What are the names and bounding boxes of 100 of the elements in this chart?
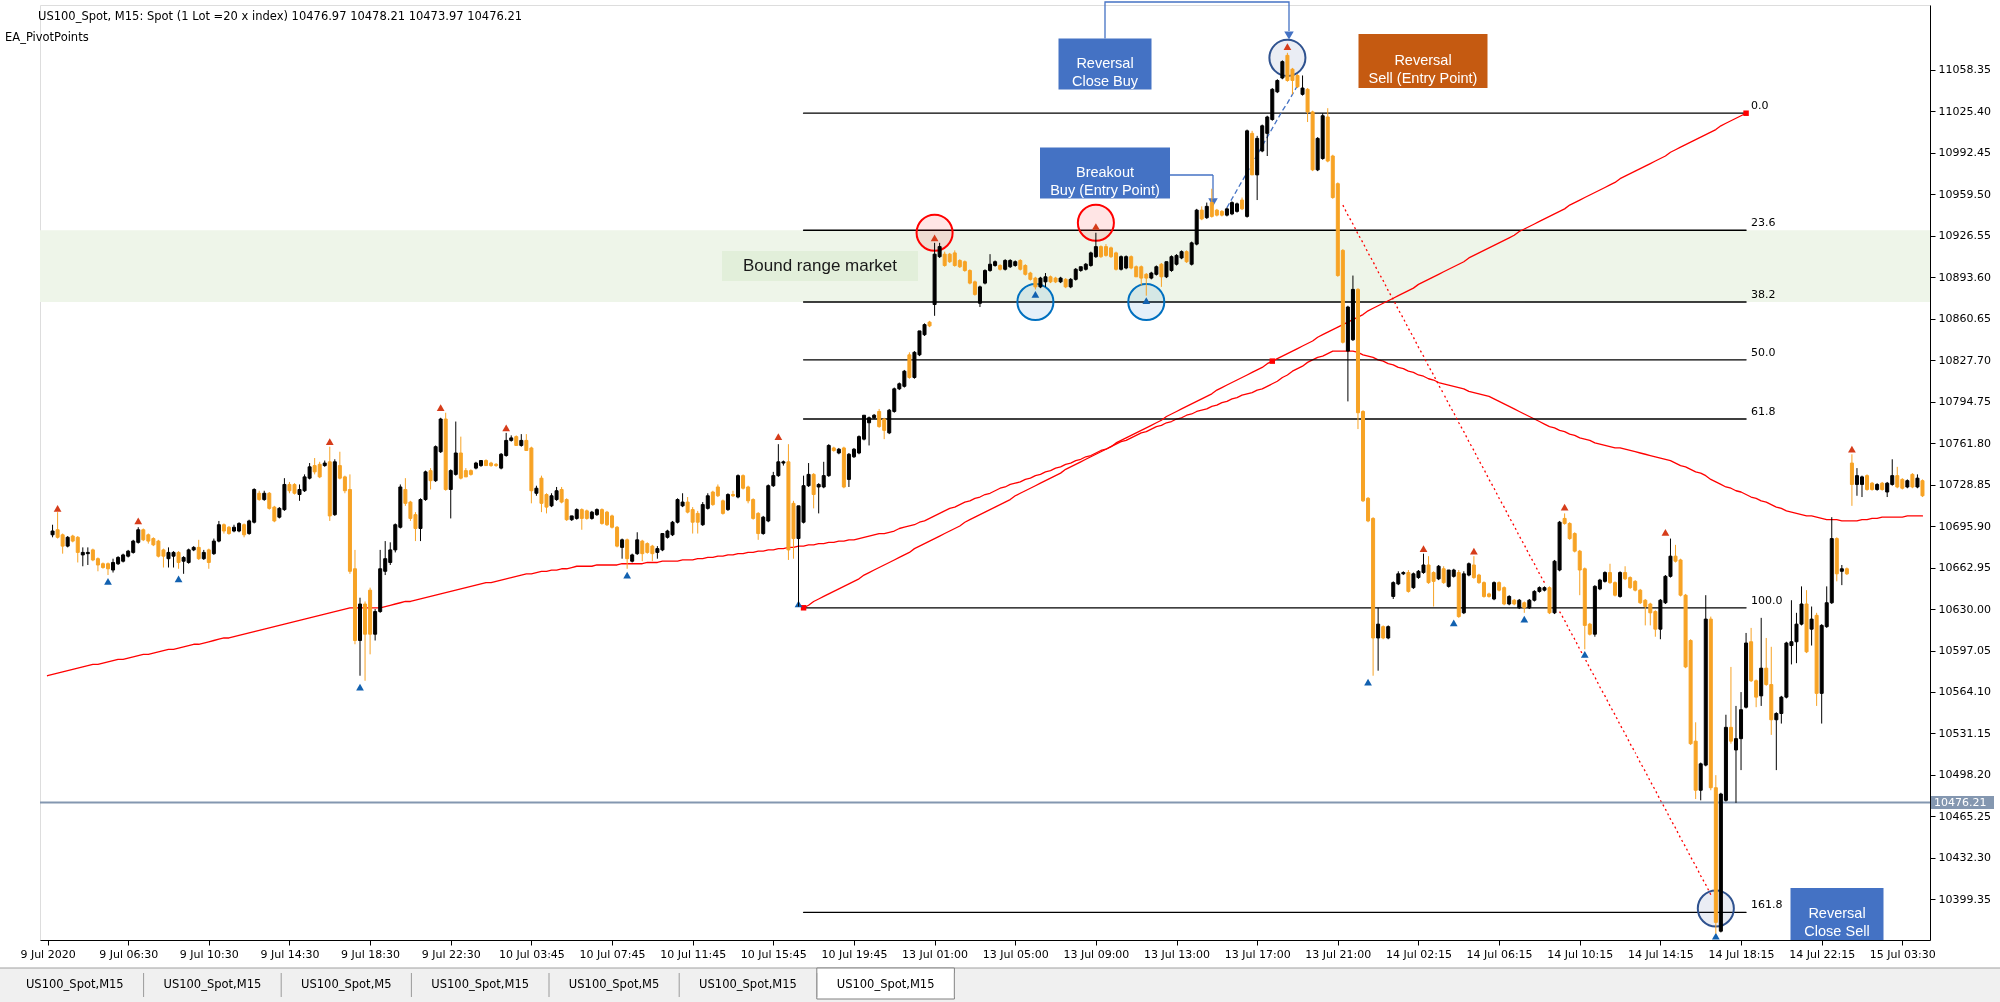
x-tick-label: 13 Jul 13:00 <box>1144 947 1211 961</box>
candlestick <box>1159 262 1164 288</box>
point <box>1449 619 1458 627</box>
point <box>1661 528 1670 536</box>
candlestick <box>1728 666 1733 745</box>
y-tick-label: 10531.15 <box>1938 726 1991 740</box>
chart-title: US100_Spot, M15: Spot (1 Lot =20 x index) 10476.97 10478.21 10473.97 10476.21 <box>38 9 523 23</box>
x-tick-label: 14 Jul 14:15 <box>1627 947 1694 961</box>
annotation: Breakout Buy (Entry Point) <box>1050 164 1160 199</box>
candlestick <box>196 539 201 561</box>
candlestick <box>1849 453 1854 507</box>
annotation: Bound range market <box>742 256 898 275</box>
x-tick-label: 13 Jul 21:00 <box>1305 947 1372 961</box>
x-tick-label: 10 Jul 11:45 <box>660 947 727 961</box>
y-tick-label: 10827.70 <box>1938 353 1991 367</box>
point <box>1142 297 1151 305</box>
candlestick <box>1406 569 1411 594</box>
text: US100_Spot,M15 <box>25 977 124 991</box>
x-tick-label: 14 Jul 22:15 <box>1789 947 1856 961</box>
y-tick-label: 10498.20 <box>1938 768 1991 782</box>
y-tick-label: 10432.30 <box>1938 851 1991 865</box>
y-tick-label: 10794.75 <box>1938 395 1991 409</box>
text: US100_Spot,M15 <box>431 977 530 991</box>
candlestick <box>1618 570 1623 599</box>
candlestick <box>1300 74 1305 97</box>
ref-line-label: 10476.21 <box>1934 795 1987 809</box>
y-tick-label: 11058.35 <box>1938 63 1991 77</box>
candlestick <box>811 472 816 509</box>
y-tick-label: 10695.90 <box>1938 519 1991 533</box>
y-tick-label: 10399.35 <box>1938 892 1991 906</box>
y-tick-label: 11025.40 <box>1938 104 1991 118</box>
x-tick-label: 9 Jul 22:30 <box>421 947 481 961</box>
point <box>930 234 939 242</box>
point <box>774 433 783 440</box>
x-tick-label: 9 Jul 06:30 <box>99 947 159 961</box>
x-tick-label: 9 Jul 18:30 <box>341 947 401 961</box>
series-label: 38.2 <box>1751 287 1776 301</box>
x-tick-label: 14 Jul 10:15 <box>1547 947 1614 961</box>
point <box>1016 282 1055 321</box>
x-tick-label: 9 Jul 14:30 <box>260 947 320 961</box>
x-tick-label: 13 Jul 05:00 <box>982 947 1049 961</box>
x-tick-label: 10 Jul 15:45 <box>740 947 807 961</box>
point <box>1076 203 1115 242</box>
candlestick <box>877 408 882 429</box>
annotation: Reversal Sell (Entry Point) <box>1368 52 1478 87</box>
candlestick <box>635 531 640 556</box>
annotation: Reversal Close Buy <box>1071 55 1139 90</box>
text: US100_Spot,M15 <box>836 977 935 991</box>
y-tick-label: 10926.55 <box>1938 229 1991 243</box>
y-tick-label: 10597.05 <box>1938 644 1991 657</box>
point <box>1092 223 1100 230</box>
point <box>1269 358 1276 364</box>
x-tick-label: 13 Jul 17:00 <box>1224 947 1291 961</box>
y-tick-label: 10564.10 <box>1938 685 1991 699</box>
point <box>53 505 62 512</box>
point <box>1711 932 1720 940</box>
series-label: 0.0 <box>1751 99 1769 113</box>
series-label: 50.0 <box>1751 345 1776 359</box>
point <box>174 575 183 583</box>
point <box>325 438 334 446</box>
point <box>104 578 112 585</box>
candlestick <box>1809 606 1814 647</box>
x-tick-label: 15 Jul 03:30 <box>1869 947 1936 961</box>
candlestick <box>695 510 700 535</box>
x-tick-label: 9 Jul 2020 <box>20 947 76 961</box>
text: US100_Spot,M5 <box>568 977 660 991</box>
annotation: Reversal Close Sell <box>1804 905 1870 940</box>
candlestick <box>75 535 80 563</box>
y-tick-label: 10630.00 <box>1938 602 1991 616</box>
x-tick-label: 14 Jul 18:15 <box>1708 947 1775 961</box>
point <box>1848 445 1856 453</box>
point <box>1127 282 1166 321</box>
series-label: 61.8 <box>1751 405 1776 419</box>
x-tick-label: 9 Jul 10:30 <box>179 947 239 961</box>
point <box>1031 291 1040 298</box>
candlestick <box>1839 564 1844 586</box>
x-tick-label: 14 Jul 02:15 <box>1385 947 1452 961</box>
x-tick-label: 10 Jul 07:45 <box>579 947 646 961</box>
y-tick-label: 10860.65 <box>1938 312 1991 326</box>
text: US100_Spot,M15 <box>163 977 262 991</box>
y-tick-label: 10959.50 <box>1938 187 1991 201</box>
text: US100_Spot,M15 <box>699 977 797 991</box>
point <box>1743 110 1749 116</box>
x-tick-label: 13 Jul 01:00 <box>902 947 969 961</box>
candlestick <box>907 351 912 380</box>
series-label: 161.8 <box>1751 898 1783 912</box>
x-tick-label: 10 Jul 19:45 <box>821 947 888 961</box>
candlestick <box>625 538 630 570</box>
y-tick-label: 10893.60 <box>1938 270 1991 284</box>
point <box>800 605 807 611</box>
x-tick-label: 14 Jul 06:15 <box>1466 947 1533 961</box>
text: EA_PivotPoints <box>5 30 89 44</box>
y-tick-label: 10728.85 <box>1938 478 1991 492</box>
candlestick <box>730 490 735 498</box>
text: US100_Spot,M5 <box>301 977 392 991</box>
point <box>1283 43 1292 50</box>
point <box>1419 545 1428 552</box>
point <box>436 404 445 412</box>
y-tick-label: 10761.80 <box>1938 436 1991 450</box>
y-tick-label: 10992.45 <box>1938 146 1991 160</box>
